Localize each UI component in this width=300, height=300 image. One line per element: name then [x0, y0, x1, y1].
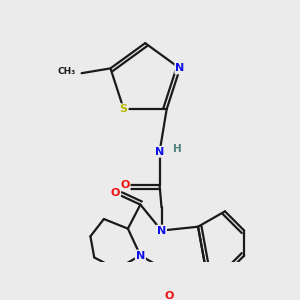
Text: O: O — [164, 291, 174, 300]
Text: N: N — [155, 147, 164, 157]
Text: N: N — [157, 226, 166, 236]
Text: CH₃: CH₃ — [57, 67, 75, 76]
Text: H: H — [172, 144, 181, 154]
Text: O: O — [120, 180, 130, 190]
Text: N: N — [175, 63, 184, 74]
Text: O: O — [111, 188, 120, 198]
Text: N: N — [136, 250, 145, 260]
Text: S: S — [120, 104, 128, 114]
